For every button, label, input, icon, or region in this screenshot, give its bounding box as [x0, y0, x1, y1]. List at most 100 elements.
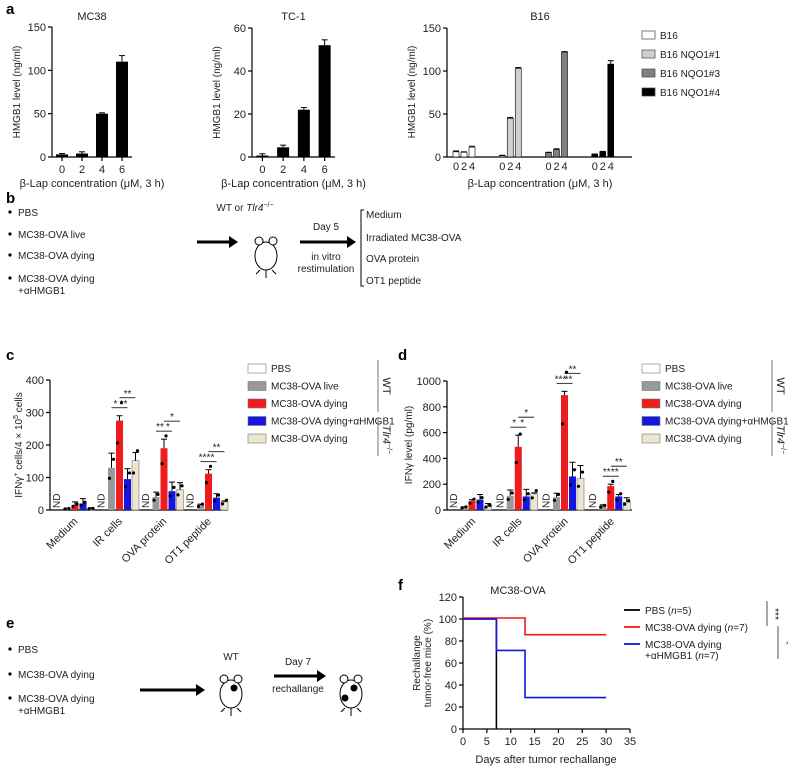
mouse-label: WT	[223, 652, 239, 663]
significance-label: **	[603, 467, 611, 478]
bullet	[8, 253, 12, 257]
data-point	[506, 497, 510, 501]
survival-curve	[463, 617, 607, 636]
legend-swatch	[641, 398, 661, 409]
y-tick-label: 50	[429, 109, 441, 121]
day-label: Day 5	[313, 222, 340, 233]
data-point	[71, 504, 75, 508]
stimulus-item: Irradiated MC38-OVA	[366, 233, 462, 244]
data-point	[522, 498, 526, 502]
legend-label: MC38-OVA dying	[645, 640, 722, 651]
data-point	[131, 471, 136, 475]
y-tick-label: 100	[28, 65, 46, 77]
bar	[476, 499, 484, 510]
data-point	[480, 496, 484, 500]
significance-label: *	[520, 418, 524, 429]
significance-label: **	[213, 443, 221, 454]
y-tick-label: 50	[34, 109, 46, 121]
bar	[553, 497, 560, 510]
significance-label: *	[512, 418, 516, 429]
x-tick-label: 0	[453, 161, 459, 173]
bar	[160, 448, 168, 510]
significance-label: ***	[199, 453, 211, 464]
y-tick-label: 0	[435, 505, 441, 517]
x-tick-label: 0	[460, 736, 466, 748]
data-point	[160, 462, 164, 466]
x-tick-label: 4	[608, 161, 614, 173]
significance-label: **	[615, 457, 623, 468]
x-tick-label: 5	[484, 736, 490, 748]
bar	[561, 51, 568, 158]
y-tick-label: 80	[445, 636, 457, 648]
survival-curve	[463, 618, 607, 699]
bar	[576, 478, 585, 511]
chart-title: TC-1	[281, 11, 305, 23]
x-tick-label: 2	[79, 164, 85, 176]
group-item: MC38-OVA dying	[18, 670, 95, 681]
panel-label-f: f	[398, 577, 404, 594]
panel-label-b: b	[6, 190, 15, 207]
bullet	[8, 276, 12, 280]
bar	[131, 460, 140, 511]
bar	[607, 486, 615, 510]
bullet	[8, 647, 12, 651]
x-tick-label: IR cells	[491, 515, 525, 549]
legend-label: MC38-OVA dying	[271, 399, 348, 410]
data-point	[152, 498, 156, 502]
group-label-tlr4: Tlr4−/−	[774, 425, 786, 454]
bar	[460, 151, 468, 158]
x-tick-label: 4	[99, 164, 105, 176]
x-tick-label: 0	[545, 161, 551, 173]
data-point	[526, 492, 530, 496]
y-axis-label: IFNγ level (pg/ml)	[404, 406, 415, 484]
legend-swatch	[247, 416, 267, 426]
bar	[116, 61, 128, 157]
significance-label: **	[156, 422, 164, 433]
x-tick-label: 6	[119, 164, 125, 176]
legend-label: MC38-OVA dying	[665, 399, 742, 410]
stimulus-item: OVA protein	[366, 254, 419, 265]
data-point	[75, 502, 79, 506]
legend-label: B16	[660, 31, 678, 42]
y-tick-label: 800	[423, 402, 441, 414]
x-tick-label: OT1 peptide	[163, 516, 214, 567]
data-point	[91, 506, 95, 511]
x-tick-label: 2	[280, 164, 286, 176]
day-label: Day 7	[285, 657, 312, 668]
y-axis-label: HMGB1 level (ng/ml)	[12, 46, 23, 139]
bar	[545, 152, 552, 158]
y-tick-label: 60	[445, 658, 457, 670]
panel-label-e: e	[6, 615, 14, 632]
y-tick-label: 0	[240, 152, 246, 164]
y-tick-label: 100	[26, 473, 44, 485]
superscript: −/−	[779, 444, 786, 454]
data-point	[619, 492, 623, 496]
bar	[615, 496, 623, 510]
x-tick-label: OVA protein	[521, 516, 571, 566]
data-point	[79, 503, 83, 507]
x-tick-label: OT1 peptide	[566, 516, 617, 567]
panel-label-d: d	[398, 347, 407, 364]
significance-label: *	[524, 408, 528, 419]
group-item: PBS	[18, 208, 38, 219]
data-point	[224, 498, 229, 502]
bar	[607, 63, 615, 158]
bar	[56, 154, 68, 157]
data-point	[180, 484, 184, 488]
bar	[468, 146, 476, 158]
data-point	[534, 489, 538, 493]
data-point	[87, 507, 91, 511]
nd-label: ND	[542, 494, 553, 508]
bar	[553, 149, 560, 158]
group-label-tlr4: Tlr4−/−	[380, 425, 392, 454]
group-item: +αHMGB1	[18, 706, 66, 717]
data-point	[196, 504, 201, 508]
y-axis-label: HMGB1 level (ng/ml)	[407, 46, 418, 139]
data-point	[627, 499, 631, 503]
y-tick-label: 100	[439, 614, 457, 626]
x-tick-label: IR cells	[91, 515, 125, 549]
legend-label: B16 NQO1#4	[660, 88, 720, 99]
tumor-mark	[230, 684, 238, 692]
legend-label: MC38-OVA live	[271, 382, 339, 393]
